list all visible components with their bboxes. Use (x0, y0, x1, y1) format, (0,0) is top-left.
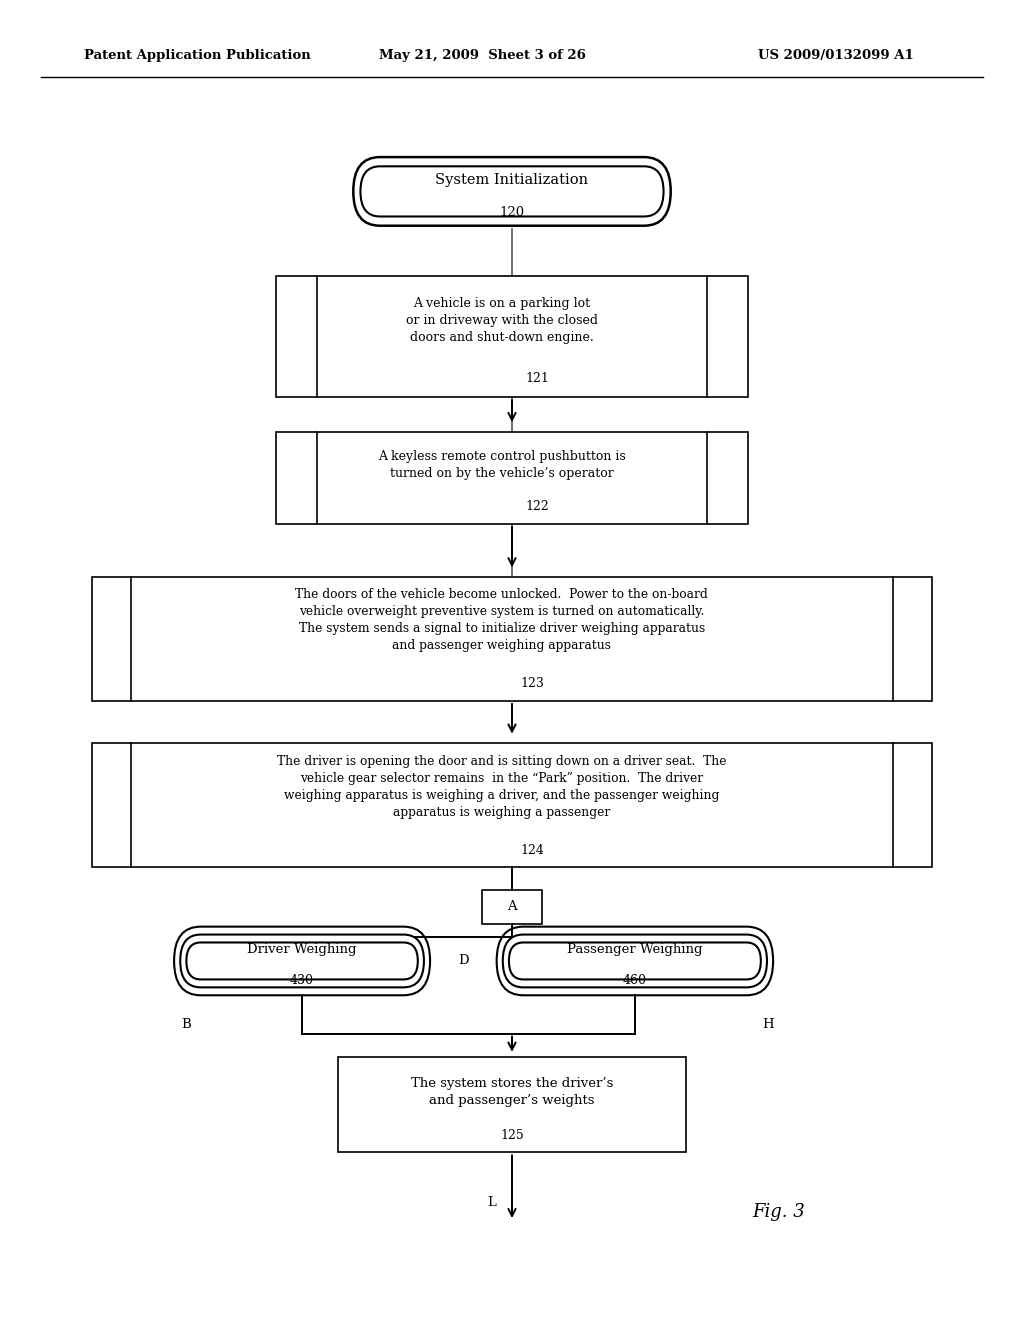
Text: 430: 430 (290, 974, 314, 987)
Text: Patent Application Publication: Patent Application Publication (84, 49, 310, 62)
Text: System Initialization: System Initialization (435, 173, 589, 186)
Text: 123: 123 (520, 677, 545, 690)
Text: A: A (507, 900, 517, 913)
FancyBboxPatch shape (503, 935, 767, 987)
Text: 125: 125 (500, 1129, 524, 1142)
Text: May 21, 2009  Sheet 3 of 26: May 21, 2009 Sheet 3 of 26 (379, 49, 586, 62)
Text: The doors of the vehicle become unlocked.  Power to the on-board
vehicle overwei: The doors of the vehicle become unlocked… (295, 589, 709, 652)
Text: H: H (762, 1018, 774, 1031)
Text: A keyless remote control pushbutton is
turned on by the vehicle’s operator: A keyless remote control pushbutton is t… (378, 450, 626, 479)
Bar (92, 743, 932, 867)
FancyBboxPatch shape (353, 157, 671, 226)
FancyBboxPatch shape (509, 942, 761, 979)
Text: B: B (181, 1018, 191, 1031)
Bar (338, 1057, 686, 1152)
Text: Fig. 3: Fig. 3 (752, 1203, 805, 1221)
Text: 121: 121 (525, 372, 550, 385)
Text: The driver is opening the door and is sitting down on a driver seat.  The
vehicl: The driver is opening the door and is si… (278, 755, 726, 818)
Text: A vehicle is on a parking lot
or in driveway with the closed
doors and shut-down: A vehicle is on a parking lot or in driv… (406, 297, 598, 345)
Text: Passenger Weighing: Passenger Weighing (567, 942, 702, 956)
Text: 122: 122 (525, 500, 550, 513)
Bar (482, 890, 542, 924)
FancyBboxPatch shape (180, 935, 424, 987)
FancyBboxPatch shape (497, 927, 773, 995)
FancyBboxPatch shape (186, 942, 418, 979)
Text: 460: 460 (623, 974, 647, 987)
Text: Driver Weighing: Driver Weighing (248, 942, 356, 956)
Text: L: L (487, 1196, 496, 1209)
Text: The system stores the driver’s
and passenger’s weights: The system stores the driver’s and passe… (411, 1077, 613, 1106)
FancyBboxPatch shape (360, 166, 664, 216)
Text: 124: 124 (520, 843, 545, 857)
Bar (276, 276, 748, 397)
Bar (92, 577, 932, 701)
Bar (276, 432, 748, 524)
Text: 120: 120 (500, 206, 524, 219)
Text: US 2009/0132099 A1: US 2009/0132099 A1 (758, 49, 913, 62)
FancyBboxPatch shape (174, 927, 430, 995)
Text: D: D (458, 954, 469, 968)
